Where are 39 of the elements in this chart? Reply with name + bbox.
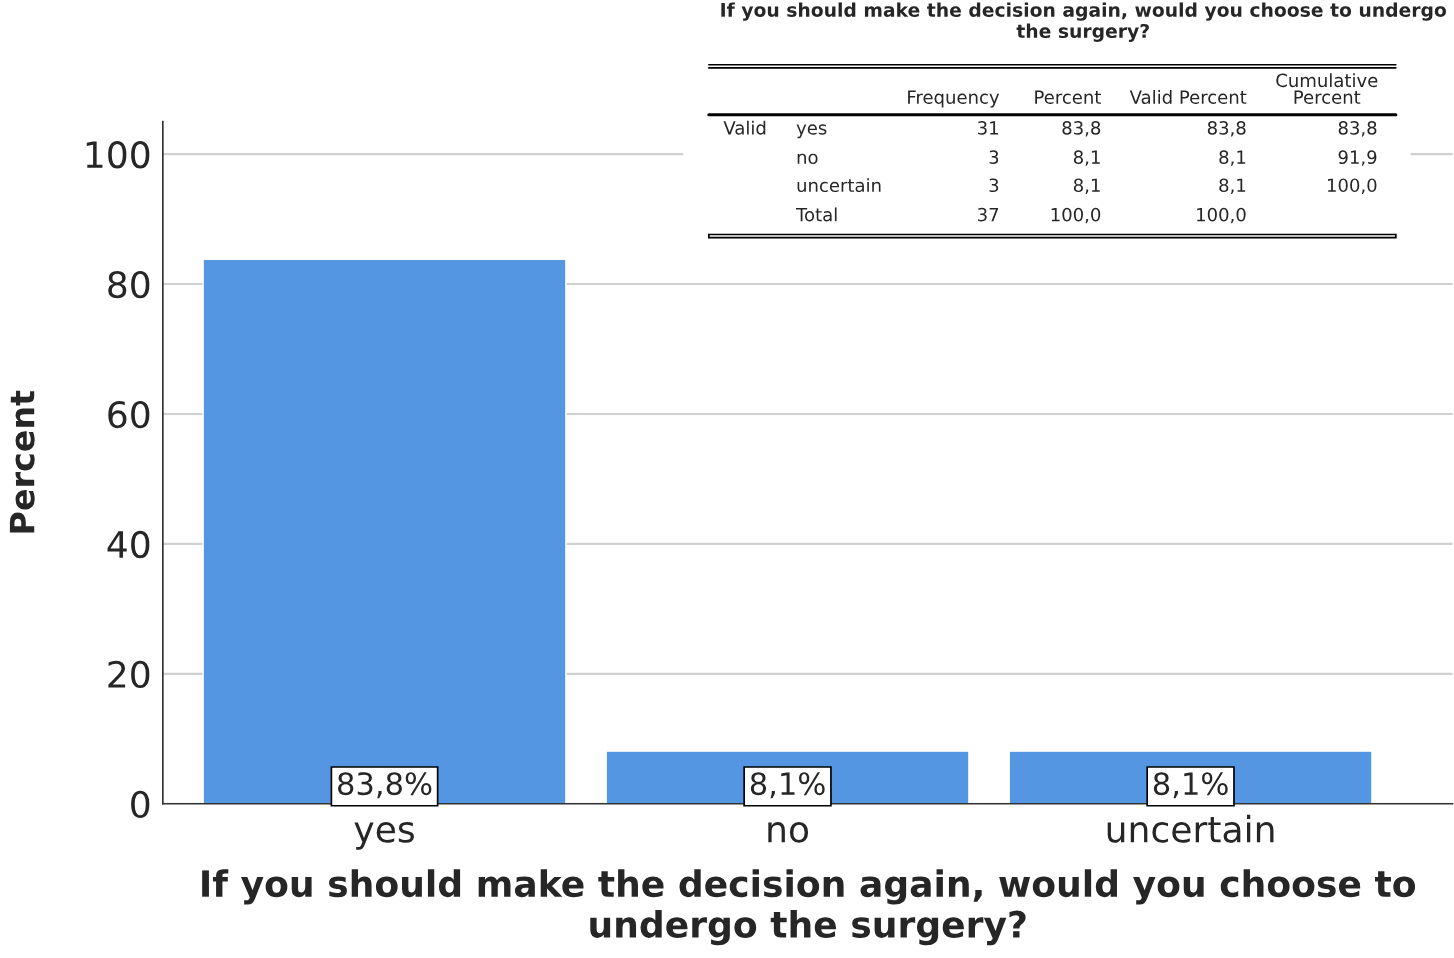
category-label: Frequency — [908, 90, 1000, 108]
y-axis-title: Percent — [9, 390, 35, 533]
x-tick-label: no — [768, 822, 809, 843]
text: If you should make the decision again, would you choose to undergo the surgery? — [721, 2, 1447, 42]
annotation: Valid — [723, 120, 766, 135]
text: 83,8 — [1338, 121, 1377, 137]
x-tick-label: uncertain — [1107, 814, 1274, 843]
y-tick-label: 80 — [108, 270, 150, 299]
x-tick-label: yes — [354, 822, 414, 850]
category-label: no — [797, 153, 818, 165]
text: 8,1 — [1219, 150, 1246, 166]
text: 83,8 — [1207, 121, 1246, 137]
category-label: Total — [796, 207, 837, 222]
y-tick-label: 20 — [108, 660, 150, 689]
text: 100,0 — [1327, 178, 1377, 194]
text: 3 — [989, 178, 999, 193]
y-tick-label: 100 — [86, 141, 150, 169]
y-tick-label: 0 — [131, 790, 150, 818]
category-label: Cumulative Percent — [1276, 73, 1378, 104]
y-tick-label: 40 — [107, 530, 150, 559]
text: 100,0 — [1197, 207, 1246, 224]
text: 91,9 — [1338, 150, 1377, 166]
text: 37 — [978, 207, 999, 222]
data-label: 83,8% — [338, 772, 432, 799]
text: 100,0 — [1051, 207, 1101, 224]
category-label: Valid Percent — [1129, 90, 1247, 104]
data-label: 8,1% — [750, 772, 825, 799]
text: 83,8 — [1062, 121, 1101, 137]
x-axis-title: If you should make the decision again, would you choose to undergo the surgery? — [202, 869, 1416, 946]
text: 8,1 — [1073, 178, 1100, 194]
text: 8,1 — [1073, 150, 1100, 166]
category-label: yes — [796, 124, 827, 139]
category-label: Percent — [1035, 90, 1101, 104]
y-tick-label: 60 — [108, 400, 150, 429]
text: 3 — [989, 150, 999, 165]
data-label: 8,1% — [1153, 772, 1228, 799]
text: 8,1 — [1219, 178, 1246, 194]
category-label: uncertain — [797, 178, 881, 193]
text: 31 — [978, 121, 998, 135]
